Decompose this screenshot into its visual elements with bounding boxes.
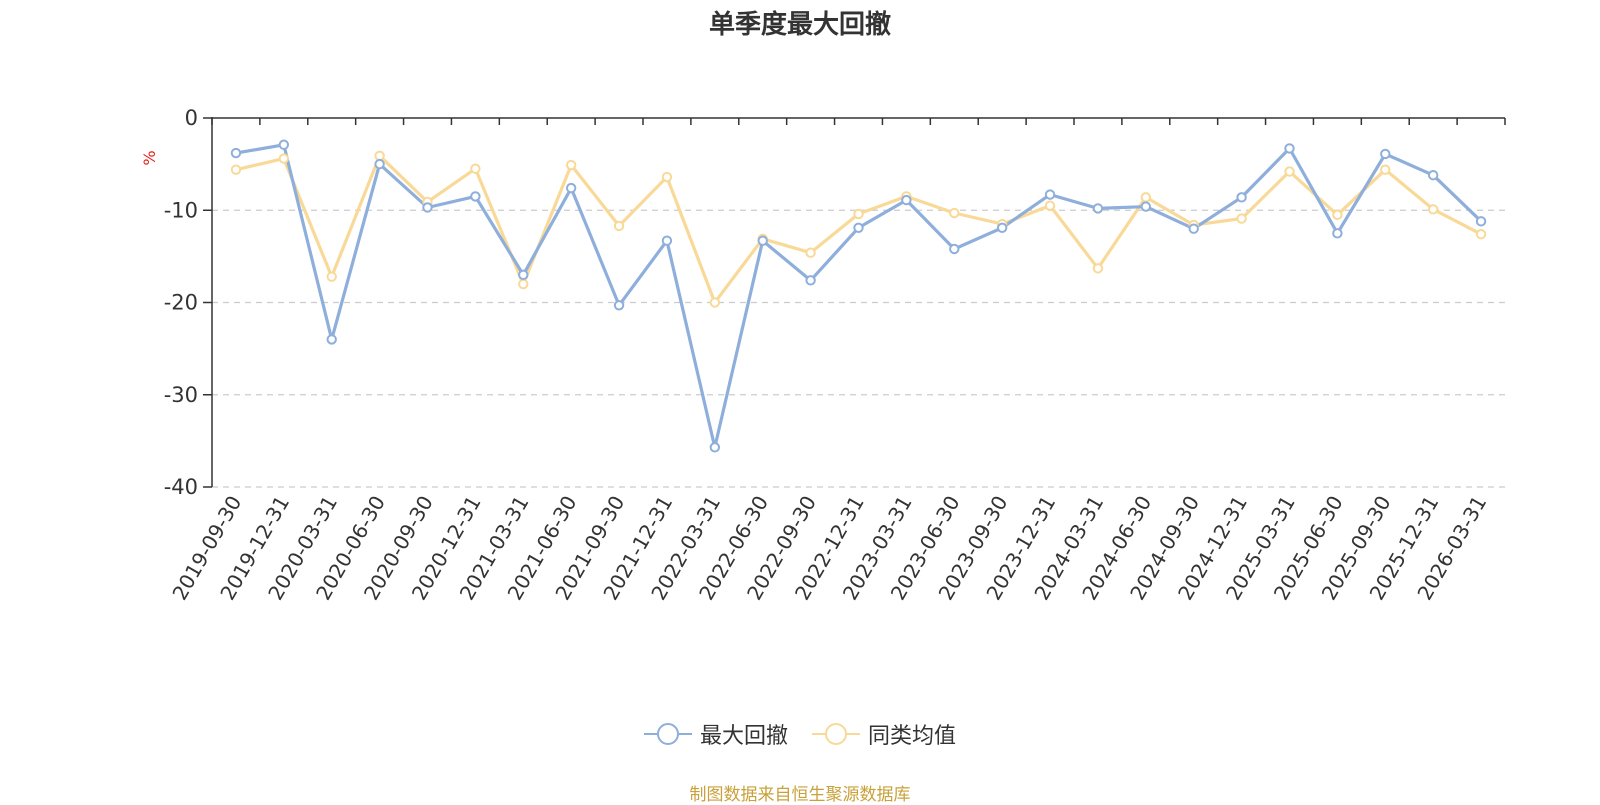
data-point[interactable]: [805, 275, 816, 286]
data-point[interactable]: [805, 247, 816, 258]
data-point[interactable]: [853, 208, 864, 220]
data-point[interactable]: [949, 207, 960, 219]
legend-item-max-drawdown[interactable]: 最大回撤: [643, 718, 788, 750]
data-point[interactable]: [613, 220, 625, 232]
data-point[interactable]: [1236, 192, 1247, 203]
legend-label-max-drawdown: 最大回撤: [699, 724, 788, 749]
data-point[interactable]: [326, 271, 337, 282]
data-point[interactable]: [853, 222, 864, 233]
data-point[interactable]: [949, 243, 960, 255]
data-point[interactable]: [1236, 213, 1247, 224]
data-point[interactable]: [661, 171, 673, 183]
data-point[interactable]: [1475, 229, 1487, 240]
axis-labels: 0-10-20-30-40%2019-09-302019-12-312020-0…: [140, 106, 1491, 604]
data-point[interactable]: [1332, 209, 1343, 221]
data-point[interactable]: [230, 147, 242, 159]
data-point[interactable]: [1140, 192, 1152, 203]
data-point[interactable]: [1092, 263, 1104, 274]
data-point[interactable]: [1427, 169, 1439, 181]
series-line-0: [235, 143, 1483, 449]
data-point[interactable]: [1475, 216, 1487, 227]
data-point[interactable]: [518, 278, 529, 290]
data-point[interactable]: [1427, 204, 1439, 215]
data-point[interactable]: [326, 334, 337, 345]
y-axis-unit: %: [140, 150, 159, 165]
data-point[interactable]: [565, 159, 577, 171]
data-point[interactable]: [1092, 203, 1104, 214]
data-point[interactable]: [1380, 164, 1391, 175]
data-point[interactable]: [1188, 223, 1199, 234]
data-point[interactable]: [422, 202, 433, 213]
data-point[interactable]: [709, 442, 721, 453]
data-point[interactable]: [518, 269, 529, 281]
data-point[interactable]: [1284, 166, 1295, 177]
legend: 最大回撤 同类均值: [0, 718, 1600, 750]
y-tick-label: -40: [164, 475, 198, 499]
source-note: 制图数据来自恒生聚源数据库: [689, 785, 911, 805]
legend-label-peer-average: 同类均值: [868, 724, 957, 749]
data-point[interactable]: [374, 150, 385, 162]
axes: [203, 117, 1506, 488]
data-point[interactable]: [565, 182, 577, 194]
data-point[interactable]: [1284, 143, 1295, 154]
data-point[interactable]: [374, 158, 385, 170]
data-point[interactable]: [1140, 201, 1152, 212]
legend-item-peer-average[interactable]: 同类均值: [812, 718, 956, 750]
y-tick-label: -10: [164, 198, 198, 222]
data-point[interactable]: [470, 163, 481, 174]
grid-lines: [212, 209, 1505, 488]
data-point[interactable]: [1332, 228, 1343, 239]
data-point[interactable]: [757, 235, 768, 246]
data-point[interactable]: [230, 164, 242, 175]
data-point[interactable]: [709, 297, 721, 308]
data-point[interactable]: [278, 139, 290, 150]
data-point[interactable]: [1044, 200, 1056, 211]
chart-title: 单季度最大回撤: [708, 10, 891, 40]
data-point[interactable]: [470, 191, 481, 202]
legend-marker-peer-average: [812, 723, 860, 745]
series-lines: [230, 139, 1487, 453]
y-tick-label: -20: [164, 291, 198, 315]
data-point[interactable]: [613, 300, 625, 311]
data-point[interactable]: [901, 194, 912, 206]
data-point[interactable]: [996, 222, 1008, 233]
data-point[interactable]: [1380, 148, 1391, 160]
legend-marker-max-drawdown: [643, 723, 692, 745]
y-tick-label: 0: [185, 106, 198, 130]
data-point[interactable]: [1044, 189, 1056, 200]
y-tick-label: -30: [164, 383, 198, 407]
data-point[interactable]: [278, 153, 290, 164]
data-point[interactable]: [661, 235, 673, 246]
